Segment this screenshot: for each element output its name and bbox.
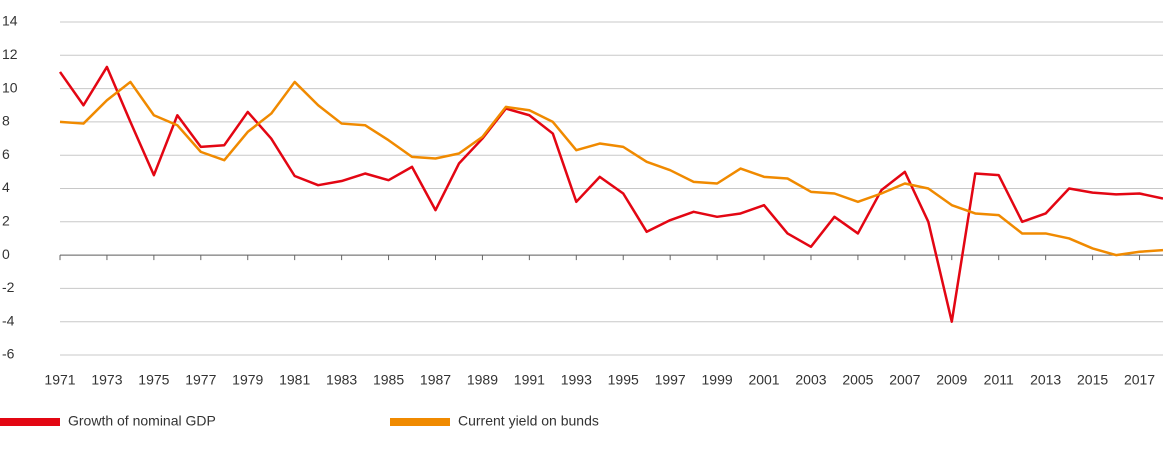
x-tick-label: 2015 xyxy=(1077,372,1108,388)
x-tick-label: 1971 xyxy=(44,372,75,388)
x-tick-label: 1999 xyxy=(702,372,733,388)
x-tick-label: 1983 xyxy=(326,372,357,388)
y-tick-label: 8 xyxy=(2,113,10,129)
x-tick-label: 2005 xyxy=(842,372,873,388)
x-tick-label: 2009 xyxy=(936,372,967,388)
x-tick-label: 1977 xyxy=(185,372,216,388)
legend-swatch xyxy=(0,418,60,426)
y-tick-label: 2 xyxy=(2,213,10,229)
y-tick-label: 4 xyxy=(2,179,10,195)
series-line xyxy=(59,80,1163,257)
x-tick-label: 1991 xyxy=(514,372,545,388)
x-tick-label: 1987 xyxy=(420,372,451,388)
x-tick-label: 2001 xyxy=(748,372,779,388)
x-tick-label: 2003 xyxy=(795,372,826,388)
y-tick-label: 6 xyxy=(2,146,10,162)
y-tick-label: -6 xyxy=(2,346,15,362)
x-tick-label: 1973 xyxy=(91,372,122,388)
legend-label: Current yield on bunds xyxy=(458,413,599,429)
y-tick-label: 14 xyxy=(2,13,18,29)
x-tick-label: 2007 xyxy=(889,372,920,388)
x-tick-label: 1993 xyxy=(561,372,592,388)
x-tick-label: 1979 xyxy=(232,372,263,388)
y-tick-label: 10 xyxy=(2,79,18,95)
x-tick-label: 1989 xyxy=(467,372,498,388)
x-tick-label: 1981 xyxy=(279,372,310,388)
y-tick-label: -4 xyxy=(2,312,15,328)
y-tick-label: 12 xyxy=(2,46,18,62)
x-tick-label: 1975 xyxy=(138,372,169,388)
y-tick-label: 0 xyxy=(2,246,10,262)
x-tick-label: 2017 xyxy=(1124,372,1155,388)
x-tick-label: 1997 xyxy=(655,372,686,388)
legend-label: Growth of nominal GDP xyxy=(68,413,216,429)
x-tick-label: 1985 xyxy=(373,372,404,388)
legend-swatch xyxy=(390,418,450,426)
y-tick-label: -2 xyxy=(2,279,15,295)
x-tick-label: 2011 xyxy=(984,372,1014,388)
series-line xyxy=(58,65,1163,323)
x-tick-label: 1995 xyxy=(608,372,639,388)
x-tick-label: 2013 xyxy=(1030,372,1061,388)
